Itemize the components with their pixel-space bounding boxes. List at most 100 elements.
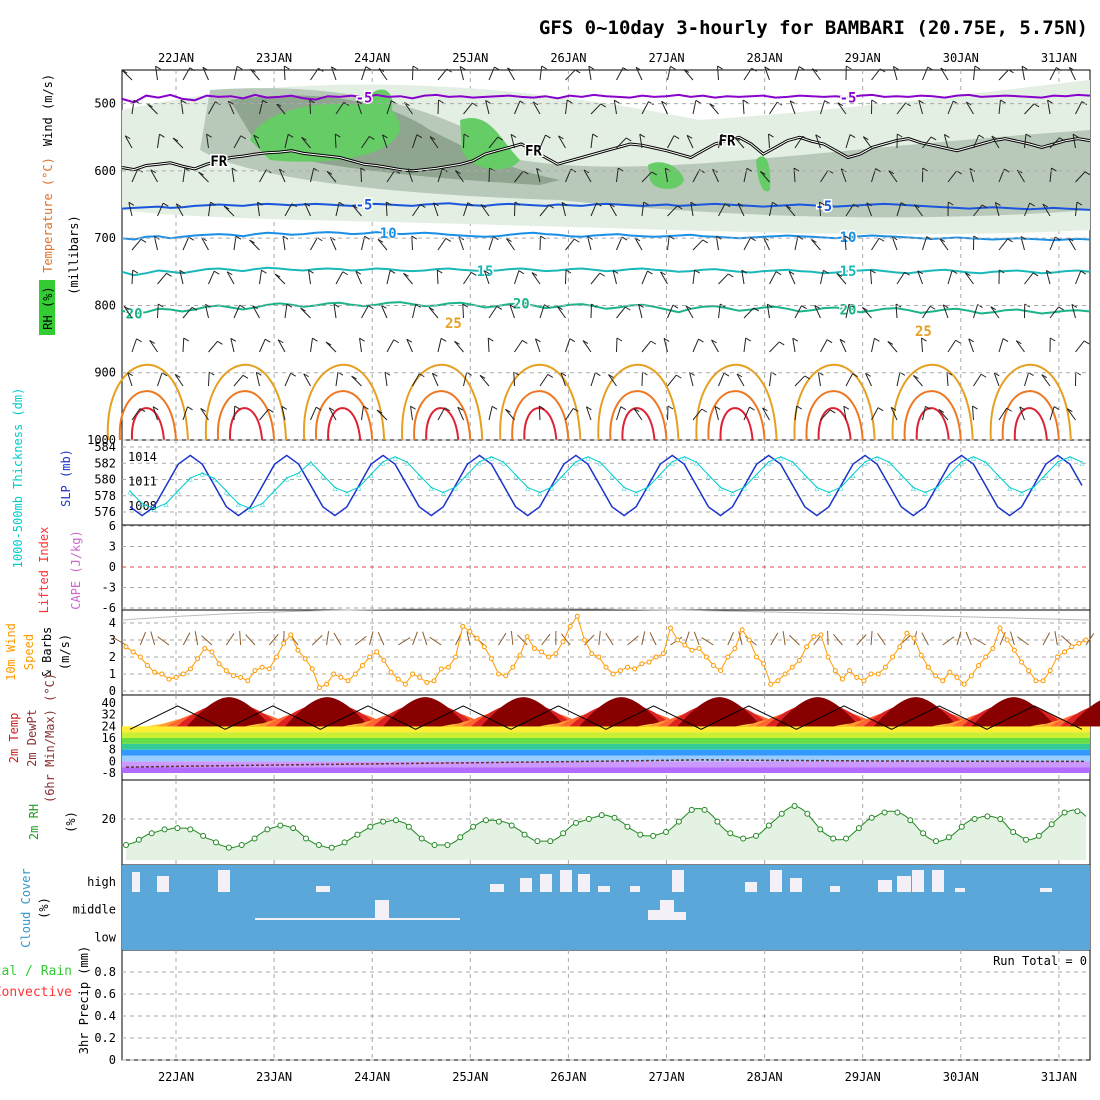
rh-point bbox=[855, 825, 862, 832]
wind-barb-flag bbox=[746, 167, 753, 172]
rh-point bbox=[290, 825, 297, 832]
wind-barb-flag bbox=[879, 68, 886, 73]
wind-speed-point bbox=[624, 664, 630, 670]
contour-35 bbox=[817, 407, 852, 441]
wind-barb bbox=[377, 238, 388, 251]
wind-barb-flag bbox=[548, 204, 555, 209]
wind-barb bbox=[201, 635, 213, 646]
slp-line bbox=[129, 454, 1083, 517]
wind-barb bbox=[973, 66, 976, 81]
wind-barb bbox=[268, 633, 279, 646]
thickness-marker: △ bbox=[296, 469, 301, 478]
wind-barb-flag bbox=[228, 100, 234, 105]
y-tick: 580 bbox=[94, 473, 116, 487]
x-tick-top: 30JAN bbox=[943, 51, 979, 65]
contour-label: FR bbox=[210, 154, 227, 170]
wind-barb bbox=[973, 304, 979, 319]
wind-barb bbox=[763, 237, 770, 251]
wind-speed-point bbox=[338, 674, 344, 680]
wind-barb-flag bbox=[150, 169, 156, 174]
wind-barb bbox=[769, 372, 772, 387]
wind-speed-point bbox=[603, 664, 609, 670]
wind-barb bbox=[200, 408, 209, 421]
wind-barb-flag bbox=[480, 204, 487, 208]
wind-barb-flag bbox=[614, 99, 620, 104]
wind-barb bbox=[998, 100, 1001, 115]
ylabel-wind10-part: & Barbs bbox=[40, 627, 54, 678]
thickness-marker: △ bbox=[176, 487, 181, 496]
wind-speed-point bbox=[811, 634, 817, 640]
contour-30 bbox=[805, 390, 864, 441]
wind-barb bbox=[259, 408, 269, 421]
wind-barb-flag bbox=[179, 269, 186, 274]
wind-speed-point bbox=[861, 678, 867, 684]
wind-barb-flag bbox=[541, 65, 547, 70]
y-tick: 3 bbox=[109, 633, 116, 647]
wind-barb bbox=[131, 238, 142, 251]
wind-barb-flag bbox=[643, 201, 649, 206]
rh-point bbox=[984, 813, 991, 820]
thickness-marker: △ bbox=[405, 458, 410, 467]
wind-barb-flag bbox=[440, 337, 447, 342]
thickness-marker: △ bbox=[959, 458, 964, 467]
thickness-marker: △ bbox=[465, 470, 470, 479]
wind-barb bbox=[507, 67, 515, 81]
wind-barb bbox=[1054, 631, 1058, 646]
wind-barb-flag bbox=[368, 305, 374, 310]
wind-barb bbox=[182, 406, 189, 421]
wind-barb bbox=[463, 272, 472, 285]
wind-barb bbox=[769, 341, 780, 353]
wind-barb bbox=[845, 373, 854, 387]
wind-barb-flag bbox=[723, 372, 730, 377]
wind-speed-point bbox=[675, 637, 681, 643]
wind-speed-point bbox=[352, 671, 358, 677]
rh-point bbox=[547, 838, 554, 845]
wind-barb bbox=[536, 168, 541, 183]
temp-dome bbox=[677, 697, 762, 727]
wind-barb-flag bbox=[913, 375, 919, 379]
rh-point bbox=[148, 830, 155, 837]
wind-barb-flag bbox=[403, 272, 409, 277]
wind-speed-point bbox=[266, 666, 272, 672]
wind-barb bbox=[488, 236, 494, 251]
wind-barb-flag bbox=[1016, 340, 1022, 345]
wind-barb bbox=[352, 204, 362, 217]
wind-barb bbox=[172, 137, 184, 149]
contour-label: FR bbox=[525, 144, 542, 160]
wind-barb-flag bbox=[335, 133, 341, 138]
wind-barb bbox=[113, 637, 127, 646]
wind-barb bbox=[333, 632, 342, 646]
wind-barb-flag bbox=[852, 373, 858, 378]
contour-label: 15 bbox=[840, 264, 857, 280]
rh-point bbox=[213, 839, 219, 846]
wind-barb bbox=[693, 631, 700, 646]
contour-30 bbox=[315, 390, 374, 441]
cloud-level-label: middle bbox=[73, 903, 116, 917]
wind-barb bbox=[404, 102, 413, 115]
rh-point bbox=[341, 839, 348, 846]
y-tick: -6 bbox=[102, 601, 116, 615]
wind-barb-flag bbox=[467, 202, 474, 207]
wind-speed-point bbox=[961, 681, 967, 687]
wind-barb bbox=[661, 101, 668, 115]
wind-barb-flag bbox=[172, 137, 179, 142]
wind-barb-flag bbox=[1002, 338, 1009, 343]
thickness-marker: △ bbox=[598, 458, 603, 467]
wind-speed-point bbox=[854, 674, 860, 680]
wind-speed-point bbox=[897, 644, 903, 650]
thickness-marker: △ bbox=[802, 471, 807, 480]
wind-barb-flag bbox=[1020, 236, 1027, 240]
wind-barb bbox=[956, 631, 962, 646]
thickness-marker: △ bbox=[1068, 453, 1073, 462]
wind-barb bbox=[436, 269, 439, 285]
wind-speed-point bbox=[918, 652, 924, 658]
wind-barb bbox=[152, 406, 158, 421]
rh-point bbox=[560, 830, 567, 837]
thickness-marker: △ bbox=[694, 458, 699, 467]
rh-point bbox=[354, 831, 361, 838]
wind-barb bbox=[964, 272, 974, 285]
x-tick-bottom: 23JAN bbox=[256, 1070, 292, 1084]
wind-barb-flag bbox=[1069, 66, 1075, 71]
cloud-bar-high bbox=[132, 872, 140, 892]
wind-barb bbox=[638, 304, 643, 319]
